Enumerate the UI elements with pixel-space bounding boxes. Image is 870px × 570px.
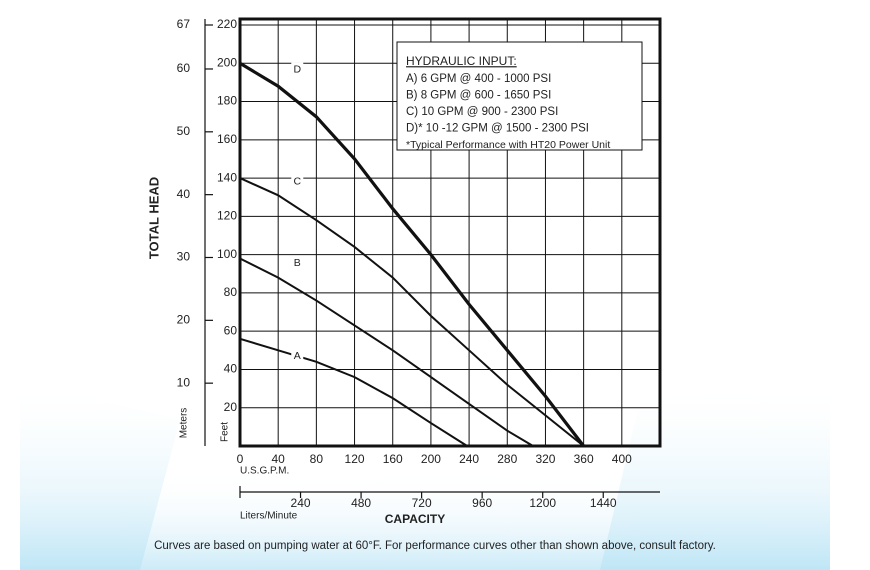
curve-label-bg [291,174,304,189]
y-tick-label: 40 [224,362,238,376]
x-tick-label: 360 [574,452,594,466]
y2-tick-label: 30 [177,250,191,264]
y2-tick-label: 50 [177,124,191,138]
x-tick-label: 120 [345,452,365,466]
y2-unit-label: Meters [179,408,190,439]
x-tick-label: 240 [459,452,479,466]
x-tick-label: 200 [421,452,441,466]
y2-tick-label: 67 [177,17,191,31]
y-tick-label: 180 [217,94,237,108]
curve [239,257,534,447]
x2-unit-label: Liters/Minute [240,511,298,522]
x2-tick-label: 960 [472,496,492,510]
curve [239,337,468,447]
curve-label: D [293,63,301,75]
curve-label-bg [291,349,304,364]
plot-frame [238,17,662,448]
y2-tick-label: 10 [177,375,191,389]
curve-label: C [293,176,301,188]
x-tick-label: 160 [383,452,403,466]
x2-tick-label: 1200 [529,496,556,510]
y2-tick-label: 60 [177,61,191,75]
x-axis-title: CAPACITY [385,512,445,526]
curve [239,177,585,447]
x2-tick-label: 240 [291,496,311,510]
legend-box [396,41,643,151]
y-unit-label: Feet [220,422,231,442]
x-tick-label: 280 [497,452,517,466]
legend-line: B) 8 GPM @ 600 - 1650 PSI [406,90,551,102]
y2-tick-label: 20 [177,313,191,327]
x-tick-label: 80 [310,452,324,466]
caption: Curves are based on pumping water at 60°… [154,540,716,552]
x-tick-label: 400 [612,452,632,466]
y-tick-label: 220 [217,17,237,31]
y-axis-title: TOTAL HEAD [146,177,161,259]
y-tick-label: 100 [217,247,237,261]
y-tick-label: 200 [217,55,237,69]
background-decoration [20,380,830,570]
curve-label-bg [291,62,304,77]
curve-label: B [294,257,301,269]
legend-line: *Typical Performance with HT20 Power Uni… [406,139,610,151]
y-tick-label: 20 [224,400,238,414]
curve [239,61,585,447]
y2-tick-label: 40 [177,187,191,201]
x-unit-label: U.S.G.P.M. [240,466,289,477]
x-tick-label: 320 [535,452,555,466]
y-tick-label: 160 [217,132,237,146]
x-tick-label: 40 [272,452,286,466]
legend-line: A) 6 GPM @ 400 - 1000 PSI [406,73,551,85]
x2-tick-label: 1440 [590,496,617,510]
x-tick-label: 0 [237,452,244,466]
x2-tick-label: 480 [351,496,371,510]
curve-label-bg [291,256,304,271]
y-tick-label: 60 [224,323,238,337]
legend-line: C) 10 GPM @ 900 - 2300 PSI [406,106,558,118]
y-tick-label: 140 [217,170,237,184]
legend-line: D)* 10 -12 GPM @ 1500 - 2300 PSI [406,123,589,135]
y-tick-label: 120 [217,209,237,223]
legend-title: HYDRAULIC INPUT: [406,54,517,68]
legend: HYDRAULIC INPUT: A) 6 GPM @ 400 - 1000 PS… [396,41,643,151]
curve-label: A [294,350,301,362]
y-tick-label: 80 [224,285,238,299]
x2-tick-label: 720 [412,496,432,510]
